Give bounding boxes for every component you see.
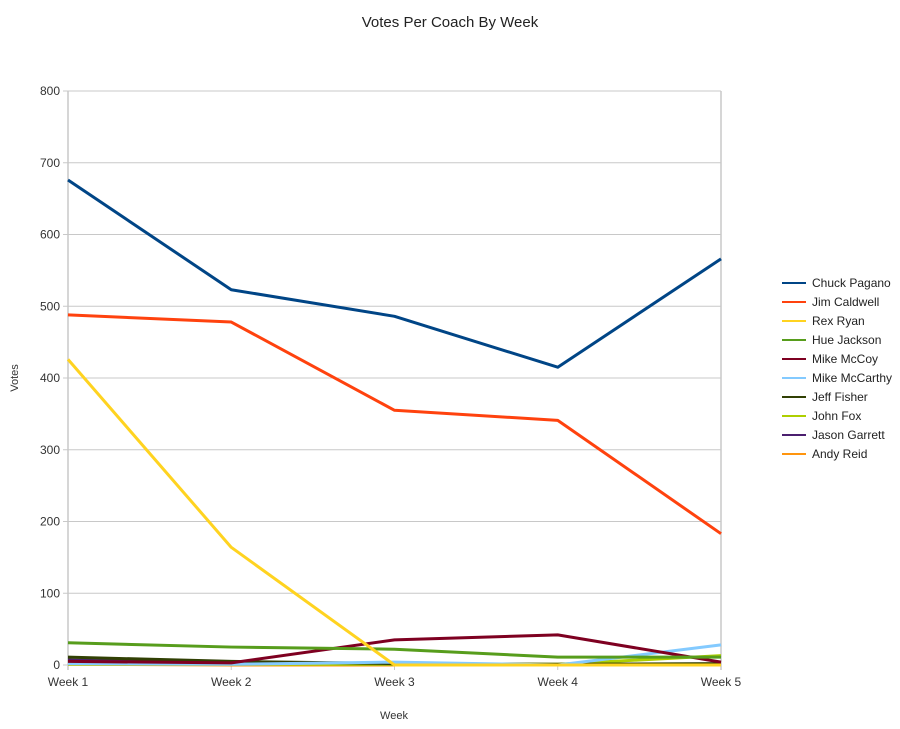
legend-label: Mike McCarthy [812,370,893,385]
legend-label: Jim Caldwell [812,294,880,309]
y-tick-label: 100 [40,586,60,600]
series-line-mike-mccoy [67,633,722,665]
legend-swatch-icon [782,338,806,341]
series-line-chuck-pagano [67,178,722,369]
legend-item: Jim Caldwell [782,292,892,311]
legend-item: Jason Garrett [782,425,892,444]
legend-swatch-icon [782,395,806,398]
y-tick-label: 500 [40,299,60,313]
legend-label: Andy Reid [812,446,868,461]
legend-swatch-icon [782,376,806,379]
x-axis-ticks: Week 1 Week 2 Week 3 Week 4 Week 5 [48,665,742,689]
legend-item: Andy Reid [782,444,892,463]
legend-swatch-icon [782,281,806,284]
x-tick-label: Week 3 [374,675,415,689]
legend-swatch-icon [782,414,806,417]
legend-swatch-icon [782,357,806,360]
legend-swatch-icon [782,300,806,303]
legend: Chuck Pagano Jim Caldwell Rex Ryan Hue Jack… [782,273,892,463]
legend-label: Rex Ryan [812,313,865,328]
y-tick-label: 400 [40,371,60,385]
y-axis-ticks: 0 100 200 300 400 500 600 700 800 [40,84,60,672]
legend-label: Chuck Pagano [812,275,891,290]
x-tick-label: Week 2 [211,675,252,689]
y-tick-label: 0 [53,658,60,672]
y-tick-label: 600 [40,228,60,242]
legend-swatch-icon [782,319,806,322]
y-tick-label: 200 [40,515,60,529]
x-tick-label: Week 4 [538,675,579,689]
legend-label: Jeff Fisher [812,389,868,404]
y-tick-label: 700 [40,156,60,170]
legend-item: Mike McCarthy [782,368,892,387]
legend-item: John Fox [782,406,892,425]
x-tick-label: Week 1 [48,675,89,689]
series-line-rex-ryan [66,358,721,667]
gridlines [63,90,722,670]
legend-swatch-icon [782,452,806,455]
series-lines [66,178,722,667]
legend-swatch-icon [782,433,806,436]
legend-item: Chuck Pagano [782,273,892,292]
chart-title: Votes Per Coach By Week [361,14,539,31]
legend-item: Hue Jackson [782,330,892,349]
legend-item: Jeff Fisher [782,387,892,406]
x-axis-label: Week [380,710,408,722]
legend-item: Mike McCoy [782,349,892,368]
series-line-hue-jackson [67,641,721,659]
series-line-jim-caldwell [67,313,722,535]
y-axis-label: Votes [9,364,21,392]
legend-label: Mike McCoy [812,351,879,366]
legend-item: Rex Ryan [782,311,892,330]
legend-label: John Fox [812,408,862,423]
y-tick-label: 300 [40,443,60,457]
x-tick-label: Week 5 [701,675,742,689]
legend-label: Hue Jackson [812,332,882,347]
y-tick-label: 800 [40,84,60,98]
legend-label: Jason Garrett [812,427,885,442]
